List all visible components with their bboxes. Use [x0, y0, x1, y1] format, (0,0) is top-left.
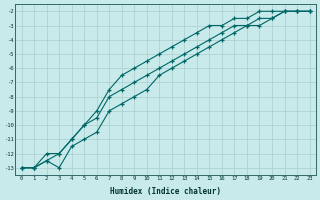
X-axis label: Humidex (Indice chaleur): Humidex (Indice chaleur): [110, 187, 221, 196]
